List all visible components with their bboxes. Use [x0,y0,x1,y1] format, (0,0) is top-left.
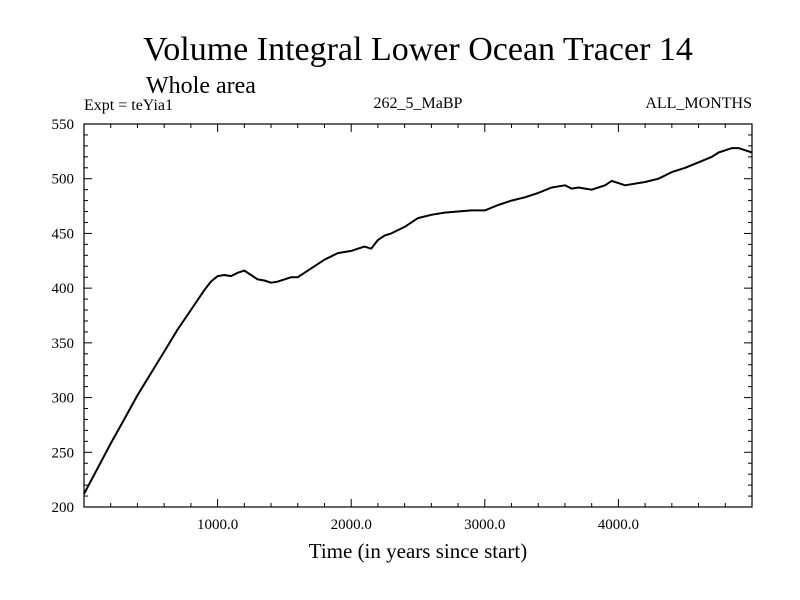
y-tick-label: 450 [52,226,75,242]
x-tick-label: 2000.0 [331,517,372,533]
series-line [83,147,753,495]
chart-subtitle: Whole area [146,73,256,99]
y-tick-label: 200 [52,500,75,516]
x-axis: 1000.0 2000.0 3000.0 4000.0 [110,124,726,533]
plot-frame [83,123,753,508]
x-axis-label: Time (in years since start) [309,539,528,563]
y-tick-label: 550 [52,117,75,133]
y-tick-label: 500 [52,172,75,188]
y-tick-label: 250 [52,445,75,461]
x-tick-label: 1000.0 [197,517,238,533]
annotation-months: ALL_MONTHS [645,95,752,112]
y-tick-label: 300 [52,391,75,407]
x-tick-label: 3000.0 [464,517,505,533]
y-tick-label: 400 [52,281,75,297]
y-tick-label: 350 [52,336,75,352]
series-layer [83,147,753,495]
annotation-experiment: Expt = teYia1 [84,97,173,114]
x-tick-label: 4000.0 [598,517,639,533]
y-axis: 200 250 300 350 400 450 500 550 [52,117,752,516]
chart-title: Volume Integral Lower Ocean Tracer 14 [143,31,693,68]
annotation-period: 262_5_MaBP [374,95,463,112]
